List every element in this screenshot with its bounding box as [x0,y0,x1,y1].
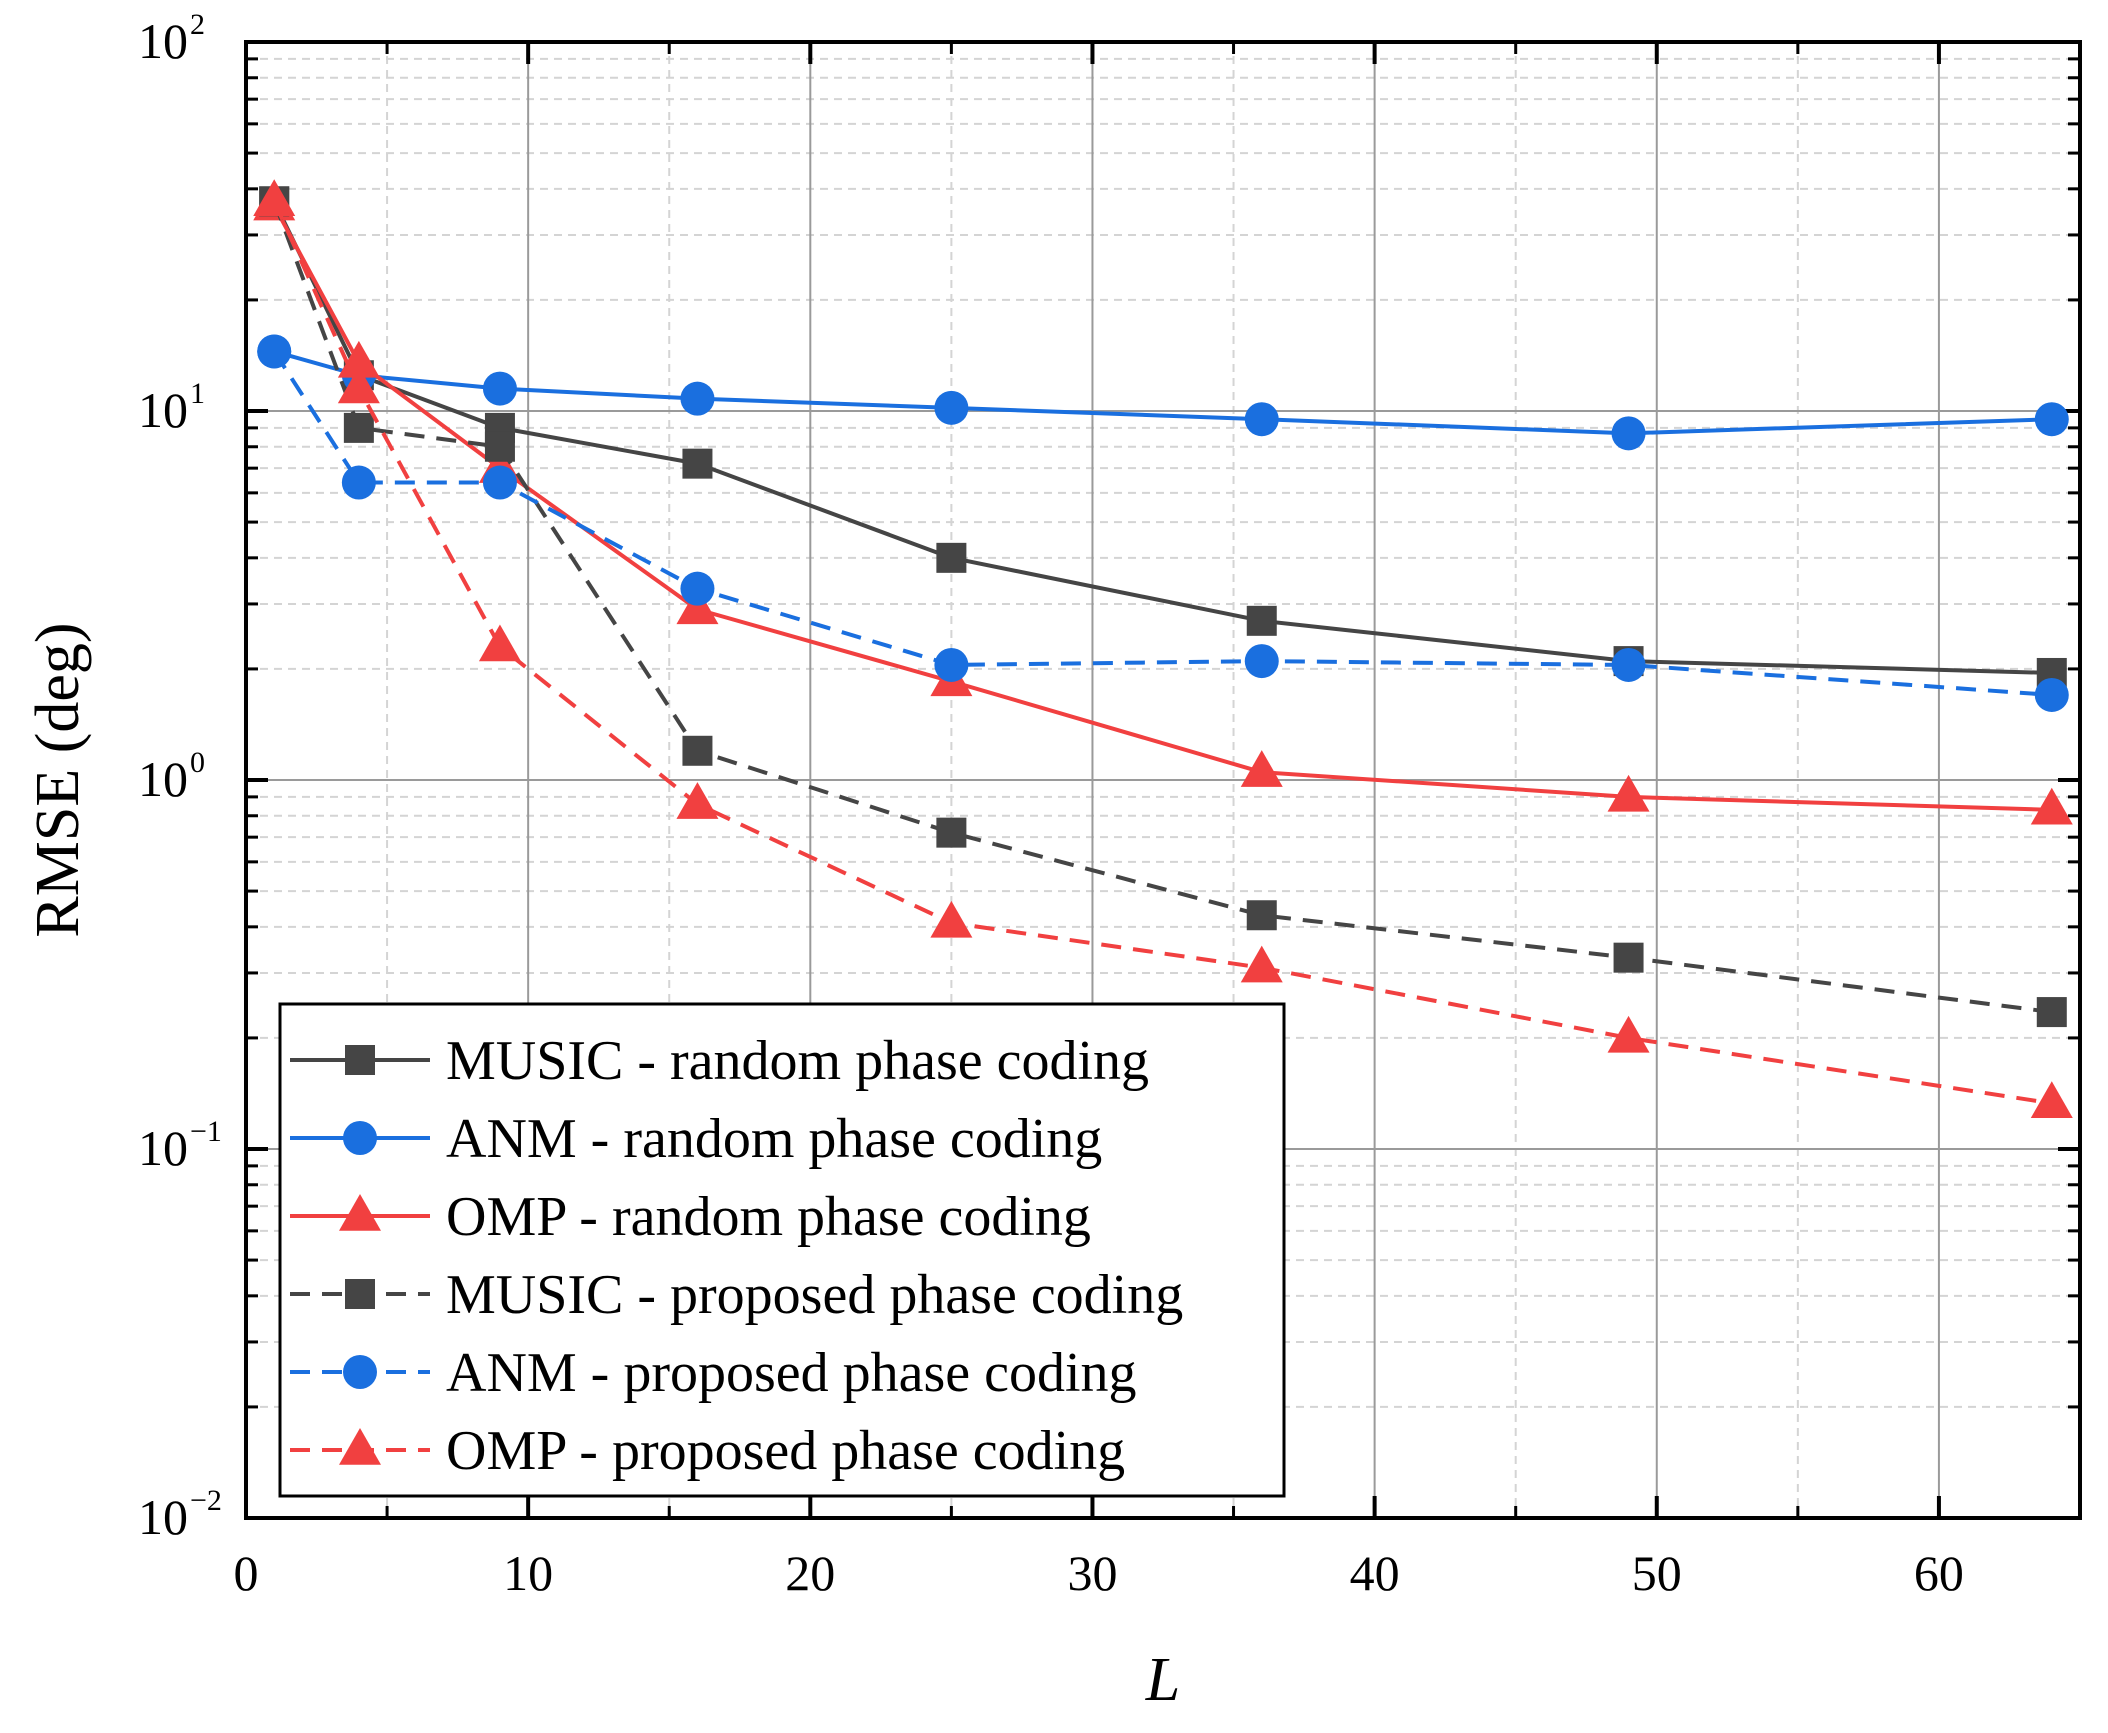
data-point [682,735,713,766]
data-point [2034,677,2069,712]
legend: MUSIC - random phase coding ANM - random … [278,1002,1286,1498]
y-tick-label-base: 10 [138,382,188,438]
y-tick-label: 10 −1 [138,1115,222,1176]
data-point [1607,774,1650,812]
y-axis-title: RMSE (deg) [24,622,92,937]
data-point [934,647,969,682]
x-tick-label: 40 [1350,1545,1400,1601]
legend-item: MUSIC - random phase coding [290,1030,1149,1092]
data-point [2030,787,2073,825]
data-point [337,340,380,378]
x-tick-label: 20 [785,1545,835,1601]
x-axis-title: L [1145,1646,1180,1714]
series-line [273,349,2052,436]
legend-label: ANM - random phase coding [446,1108,1102,1170]
legend-box [278,1002,1286,1498]
legend-marker [339,1193,381,1231]
y-tick-label-exponent: −1 [190,1115,222,1148]
data-point [1244,402,1279,437]
legend-label: MUSIC - proposed phase coding [446,1264,1183,1326]
data-point [680,381,715,416]
data-point [1613,942,1644,973]
legend-label: OMP - random phase coding [446,1186,1091,1248]
y-tick-label-exponent: −2 [190,1484,222,1517]
y-tick-label: 10 −2 [138,1484,222,1545]
data-point [2030,1081,2073,1118]
data-point [2036,997,2067,1028]
legend-label: OMP - proposed phase coding [446,1420,1125,1482]
data-point [482,465,517,500]
legend-label: MUSIC - random phase coding [446,1030,1149,1092]
data-point [1240,945,1283,983]
data-point [934,390,969,425]
data-point [936,542,967,573]
y-tick-label-base: 10 [138,1120,188,1176]
legend-marker [345,1279,375,1309]
y-tick-label: 10 2 [138,8,205,69]
data-point [1611,647,1646,682]
data-point [1246,900,1277,931]
x-tick-label: 0 [234,1545,259,1601]
legend-item: MUSIC - proposed phase coding [290,1264,1183,1326]
data-point [337,366,380,404]
x-tick-label: 60 [1914,1545,1964,1601]
y-tick-label-base: 10 [138,751,188,807]
y-tick-label: 10 1 [138,377,205,438]
data-point [1246,605,1277,636]
data-point [1244,644,1279,679]
legend-marker [345,1045,375,1075]
data-point [676,587,719,625]
legend-marker [343,1355,377,1389]
series-line [272,200,2052,675]
data-point [676,782,719,819]
data-point [478,624,521,662]
legend-item: OMP - random phase coding [290,1186,1091,1248]
legend-label: ANM - proposed phase coding [446,1342,1137,1404]
data-point [682,448,713,479]
legend-marker [343,1121,377,1155]
data-point [1607,1015,1650,1053]
data-point [341,465,376,500]
data-point [2034,402,2069,437]
series-line [272,200,2053,1015]
data-point [1240,750,1283,787]
plot-frame [244,40,2082,1520]
legend-item: OMP - proposed phase coding [290,1420,1125,1482]
y-tick-label-exponent: 0 [190,746,205,779]
data-point [680,571,715,606]
data-point [930,900,973,938]
series-line [272,204,2052,812]
data-point [1611,416,1646,451]
series-4 [257,334,2069,712]
legend-item: ANM - random phase coding [290,1108,1102,1170]
y-tick-label-exponent: 1 [190,377,205,410]
data-point [257,334,292,369]
y-tick-label-exponent: 2 [190,8,205,41]
x-tick-label: 10 [503,1545,553,1601]
y-tick-label-base: 10 [138,13,188,69]
series-5 [253,179,2073,1118]
data-point [484,431,515,462]
x-tick-label: 30 [1067,1545,1117,1601]
x-tick-label: 50 [1632,1545,1682,1601]
data-point [936,817,967,848]
data-point [482,371,517,406]
series [253,179,2073,1118]
legend-marker [339,1427,381,1465]
data-point [343,412,374,443]
data-point [253,179,296,217]
y-tick-label-base: 10 [138,1489,188,1545]
legend-item: ANM - proposed phase coding [290,1342,1137,1404]
series-line [272,350,2052,697]
y-tick-label: 10 0 [138,746,205,807]
